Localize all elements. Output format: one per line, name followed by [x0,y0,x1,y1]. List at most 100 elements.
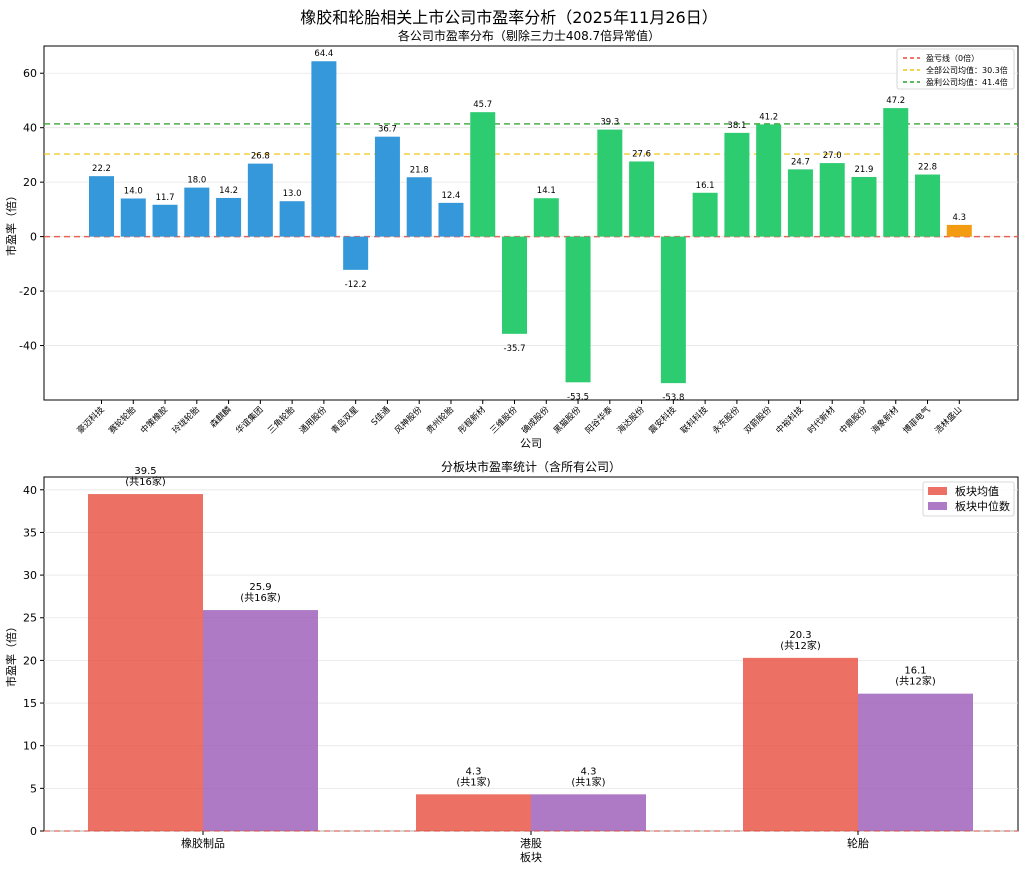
chart1-x-tick-label: 阳谷华泰 [583,404,615,436]
chart1-value-label: 21.9 [855,165,874,175]
chart2-legend-swatch [928,487,947,495]
chart1-value-labels: 22.2 14.0 11.7 18.0 14.2 26.8 13.0 64.4 -12.2 36.… [92,49,966,403]
chart1-bar [883,108,909,237]
chart1-value-label: 27.6 [632,149,651,159]
chart2-count-label: (共16家) [240,591,281,604]
chart1-x-axis: 豪迈科技 赛轮轮胎 中策橡胶 玲珑轮胎 森麒麟 华谊集团 三角轮胎 通用股份 青岛双星 S佳通 风神… [75,400,965,436]
chart2-x-tick-label: 港股 [520,837,542,850]
chart1-bar [502,236,528,334]
chart2-value-label: 39.5 [134,466,156,477]
chart2-bar [743,657,858,831]
chart1-value-label: 21.8 [410,165,429,175]
chart2-y-tick-label: 15 [23,697,37,710]
chart1-bar [89,176,114,237]
chart1-bar [787,169,813,237]
chart1-y-axis: -40 -20 0 20 40 60 [19,67,44,353]
chart2-y-tick-label: 10 [23,740,37,753]
chart1-x-tick-label: 海达股份 [615,404,647,436]
chart2-value-label: 4.3 [466,766,482,777]
chart1-y-tick-label: -20 [19,285,37,298]
chart1-y-tick-label: 40 [23,122,37,135]
chart1-value-label: 4.3 [953,213,967,223]
chart2-count-label: (共1家) [571,775,605,788]
chart1-value-label: 14.0 [124,186,143,196]
chart1-bar [851,176,877,237]
chart1-value-label: 38.1 [727,121,746,131]
chart1-value-label: 47.2 [886,96,905,106]
chart2-bar [88,494,203,831]
chart1-x-tick-label: 森麒麟 [208,404,234,430]
chart1-value-label: 22.2 [92,164,111,174]
chart1-x-tick-label: 豪迈科技 [75,404,107,436]
chart2-bar [531,794,646,831]
chart1-x-axis-label: 公司 [520,437,542,450]
chart2-y-tick-label: 25 [23,612,37,625]
chart2-value-label: 25.9 [249,582,271,593]
chart1-bar [915,174,941,237]
chart1-value-label: 27.0 [823,151,842,161]
chart2-y-tick-label: 0 [30,825,37,838]
chart1-legend-label: 盈亏线（0倍） [926,53,979,63]
chart2-x-axis: 橡胶制品 港股 轮胎 [181,831,869,850]
chart1-value-label: 14.2 [219,186,238,196]
chart1-y-tick-label: -40 [19,340,37,353]
chart1-value-label: 14.1 [537,186,556,196]
chart1-x-tick-label: 震安科技 [647,404,679,436]
chart1-value-label: 64.4 [314,49,333,59]
chart1-y-tick-label: 20 [23,176,37,189]
chart1-x-tick-label: 赛轮轮胎 [107,404,139,436]
chart1-bar [247,163,273,237]
chart1-x-tick-label: S佳通 [369,404,393,428]
chart1-title: 各公司市盈率分布（剔除三力士408.7倍异常值） [398,28,660,43]
chart2-y-axis: 0 5 10 15 20 25 30 35 40 [23,484,44,838]
chart1-legend-box [896,48,1015,90]
chart1-bar [406,177,432,237]
chart1-x-tick-label: 联科科技 [678,404,710,436]
chart1-y-tick-label: 0 [30,231,37,244]
chart1-bar [724,132,750,237]
chart2-value-labels: 39.5(共16家)4.3(共1家)20.3(共12家)25.9(共16家)4.… [125,466,936,788]
chart2-count-label: (共12家) [780,639,821,652]
chart2-bar [858,693,973,831]
chart2-value-label: 4.3 [581,766,597,777]
chart2-x-tick-label: 轮胎 [847,836,869,850]
chart1-x-tick-label: 浩林盛山 [933,404,965,436]
chart1-value-label: 22.8 [918,163,937,173]
chart2-value-label: 20.3 [789,630,811,641]
chart1-x-tick-label: 时代新材 [806,404,838,436]
chart2-count-label: (共1家) [456,775,490,788]
chart1-value-label: 41.2 [759,112,778,122]
chart1-x-tick-label: 确成股份 [520,404,552,436]
chart1-legend-label: 盈利公司均值：41.4倍 [926,77,1008,87]
chart1-bar [533,198,559,237]
chart1-x-tick-label: 三角轮胎 [265,404,297,436]
chart1-value-label: -53.5 [567,392,589,402]
chart1-value-label: 16.1 [696,181,715,191]
chart2-x-tick-label: 橡胶制品 [181,836,225,850]
chart1-value-label: 26.8 [251,152,270,162]
chart1-x-tick-label: 中策橡胶 [138,404,170,436]
chart2-bar [203,610,318,831]
chart1-bar [438,202,464,237]
chart1-bar [660,236,686,384]
chart1-x-tick-label: 双箭股份 [742,404,774,436]
chart1-x-tick-label: 中裕科技 [774,404,806,436]
chart1-value-label: 24.7 [791,157,810,167]
chart1-x-tick-label: 黑猫股份 [551,404,583,436]
figure-suptitle: 橡胶和轮胎相关上市公司市盈率分析（2025年11月26日） [300,8,717,27]
chart1-bars [89,61,972,384]
chart1-value-label: 18.0 [187,176,206,186]
chart1-bar [152,204,178,237]
chart2-y-axis-label: 市盈率（倍） [4,621,18,687]
chart1-x-tick-label: 贵州轮胎 [424,404,456,436]
chart1-y-axis-label: 市盈率（倍） [4,190,18,256]
chart1-value-label: 11.7 [156,193,175,203]
chart1-bar [343,236,369,270]
chart1-bar [311,61,337,237]
chart1-bar [692,192,718,237]
chart2-title: 分板块市盈率统计（含所有公司） [441,459,621,474]
chart1-value-label: 39.3 [600,118,619,128]
chart1-bar [756,124,782,237]
chart2-y-tick-label: 35 [23,526,37,539]
